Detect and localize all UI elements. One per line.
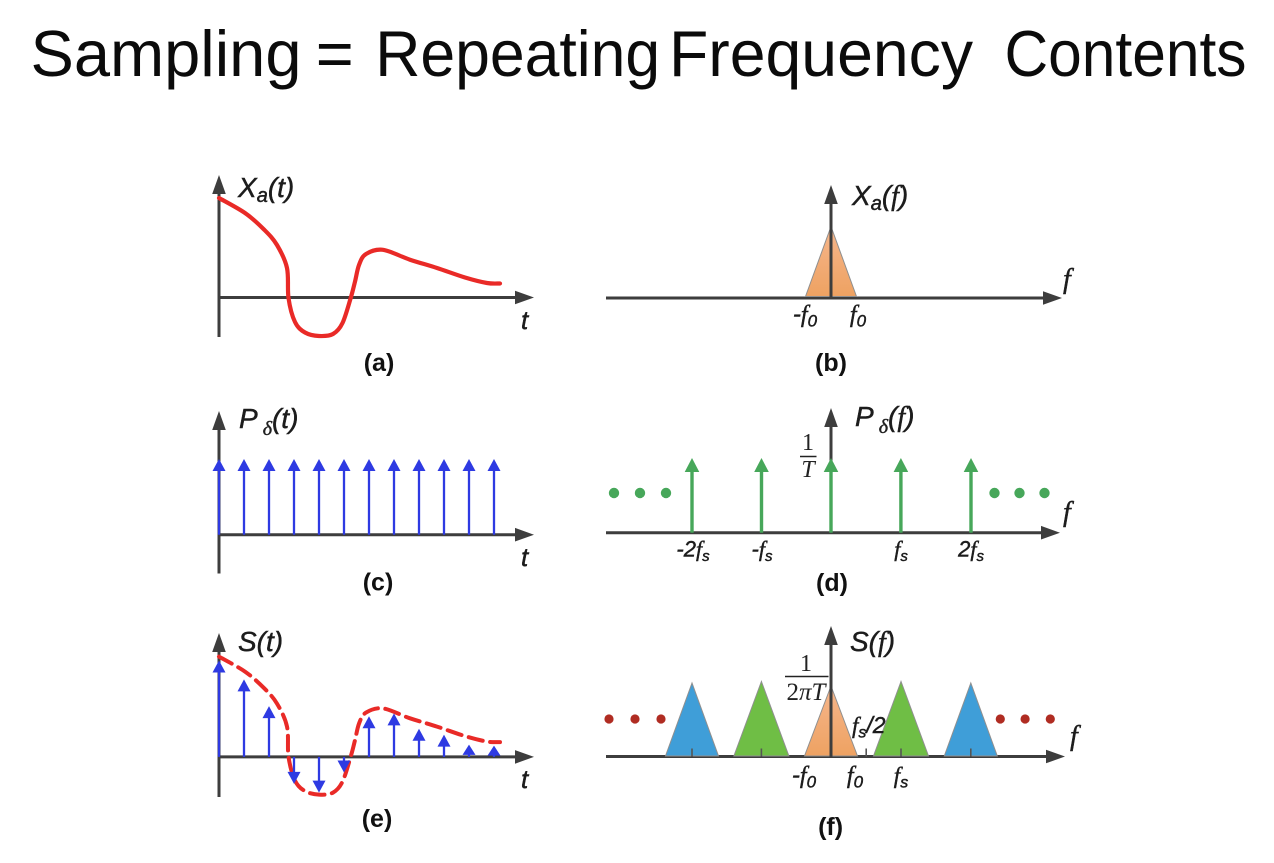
svg-text:P δ(f): P δ(f): [855, 401, 914, 438]
svg-text:Repeating: Repeating: [375, 17, 660, 90]
svg-text:(c): (c): [363, 569, 394, 597]
svg-text:P δ(t): P δ(t): [239, 403, 298, 440]
svg-text:S(t): S(t): [238, 626, 283, 657]
svg-text:t: t: [521, 305, 530, 335]
svg-text:1: 1: [802, 430, 814, 456]
svg-text:Contents: Contents: [1005, 17, 1247, 90]
svg-text:(f): (f): [818, 813, 843, 841]
svg-text:S(f): S(f): [850, 626, 895, 658]
svg-text:T: T: [801, 457, 816, 483]
svg-text:f: f: [1070, 721, 1081, 752]
svg-text:2πT: 2πT: [787, 679, 828, 706]
svg-text:(b): (b): [815, 349, 847, 377]
svg-text:=: =: [316, 17, 354, 90]
svg-text:fs/2: fs/2: [852, 712, 886, 742]
svg-text:Frequency: Frequency: [669, 17, 973, 90]
svg-text:fs: fs: [894, 763, 908, 792]
svg-text:(e): (e): [362, 805, 393, 833]
svg-text:t: t: [521, 542, 530, 572]
svg-text:f: f: [1063, 264, 1074, 295]
svg-text:(a): (a): [364, 349, 395, 377]
svg-text:(d): (d): [816, 569, 848, 597]
svg-text:f: f: [1063, 497, 1074, 528]
svg-text:fs: fs: [894, 537, 908, 566]
svg-text:f0: f0: [847, 763, 864, 792]
svg-text:f0: f0: [850, 302, 867, 331]
svg-text:1: 1: [800, 651, 812, 677]
svg-text:t: t: [521, 764, 530, 794]
svg-text:Sampling: Sampling: [31, 17, 302, 90]
svg-text:-2fs: -2fs: [676, 537, 710, 566]
